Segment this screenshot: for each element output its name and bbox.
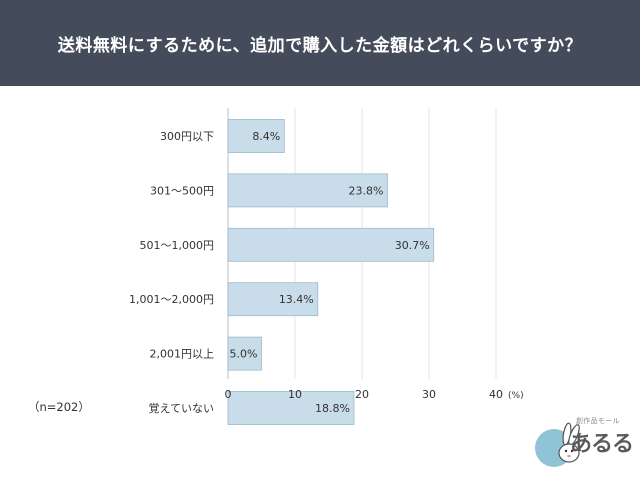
logo-tagline: 創作品モール xyxy=(576,417,620,425)
bar xyxy=(227,336,262,371)
category-label: 2,001円以上 xyxy=(150,348,215,361)
data-label: 5.0% xyxy=(230,348,258,361)
brand-logo: 創作品モール あるる xyxy=(534,414,634,472)
x-tick-label: 10 xyxy=(288,388,302,401)
bar xyxy=(227,391,355,425)
bar xyxy=(227,227,435,262)
category-label: 覚えていない xyxy=(149,402,214,415)
category-label: 1,001～2,000円 xyxy=(129,293,214,306)
x-axis-unit: (%) xyxy=(508,391,524,401)
data-label: 23.8% xyxy=(349,184,384,197)
bar xyxy=(227,173,388,208)
rabbit-mascot-icon xyxy=(535,422,580,467)
category-label: 301～500円 xyxy=(150,184,214,197)
logo-name: あるる xyxy=(570,432,634,457)
chart-title: 送料無料にするために、追加で購入した金額はどれくらいですか？ xyxy=(57,35,583,56)
sample-size-note: （n=202） xyxy=(28,400,90,414)
category-label: 501～1,000円 xyxy=(140,239,215,252)
data-label: 18.8% xyxy=(315,402,350,415)
header-bar: 送料無料にするために、追加で購入した金額はどれくらいですか？ xyxy=(0,0,640,86)
category-label: 300円以下 xyxy=(160,130,214,143)
bar xyxy=(227,282,319,317)
data-label: 8.4% xyxy=(252,130,280,143)
data-label: 30.7% xyxy=(395,239,430,252)
bar xyxy=(227,119,285,153)
x-tick-label: 30 xyxy=(422,388,436,401)
x-tick-label: 0 xyxy=(225,388,232,401)
bar-chart: 8.4% 300円以下 23.8% 301～500円 30.7% 501～1,000円 13… xyxy=(129,108,524,425)
data-label: 13.4% xyxy=(279,293,314,306)
x-tick-label: 40 xyxy=(489,388,503,401)
x-tick-label: 20 xyxy=(355,388,369,401)
